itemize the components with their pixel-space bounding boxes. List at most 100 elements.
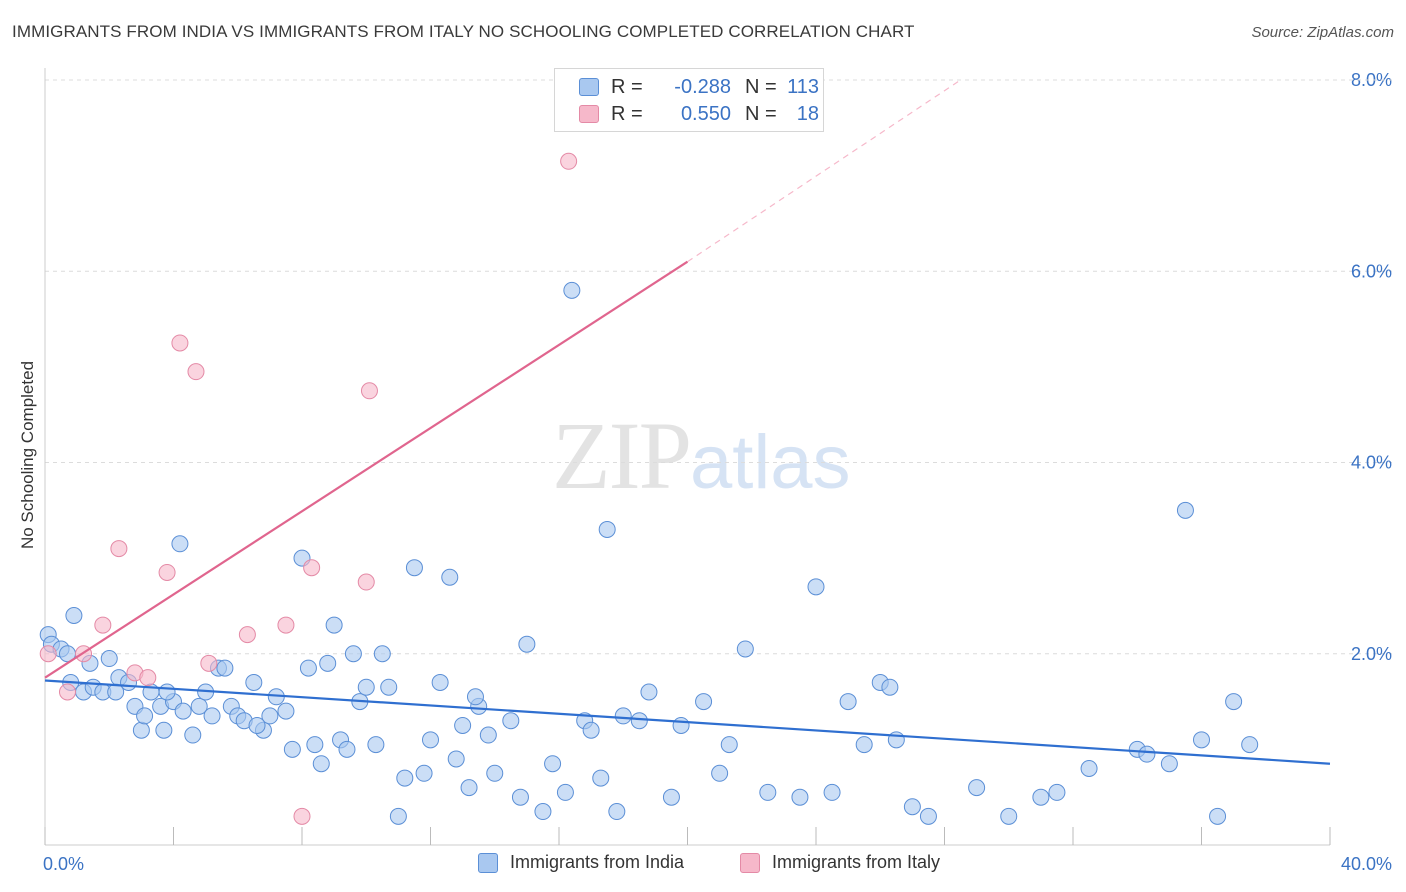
- india-point: [245, 673, 263, 691]
- india-point: [415, 764, 433, 782]
- watermark-zip: ZIP: [552, 402, 692, 509]
- india-point: [855, 736, 873, 754]
- india-point: [396, 769, 414, 787]
- india-point: [132, 721, 150, 739]
- italy-r-value: 0.550: [680, 102, 731, 125]
- india-n-value: 113: [787, 75, 819, 98]
- india-point: [373, 645, 391, 663]
- india-point: [319, 654, 337, 672]
- italy-legend-swatch: [740, 852, 760, 873]
- india-point: [158, 683, 176, 701]
- legend-row-italy: R = 0.550 N = 18: [579, 102, 819, 126]
- india-point: [100, 650, 118, 668]
- y-tick-label: 4.0%: [1351, 453, 1392, 473]
- india-point: [1160, 755, 1178, 773]
- india-point: [759, 783, 777, 801]
- india-point: [466, 688, 484, 706]
- bottom-legend-india: Immigrants from India: [478, 852, 684, 873]
- italy-point: [357, 573, 375, 591]
- italy-point: [58, 683, 76, 701]
- india-point: [389, 807, 407, 825]
- india-point: [720, 736, 738, 754]
- india-point: [248, 716, 266, 734]
- india-point: [598, 520, 616, 538]
- india-point: [447, 750, 465, 768]
- source-label: Source: ZipAtlas.com: [1251, 24, 1394, 41]
- india-point: [1241, 736, 1259, 754]
- italy-point: [187, 363, 205, 381]
- india-swatch: [579, 78, 599, 96]
- x-tick-label-max: 40.0%: [1341, 854, 1392, 874]
- india-point: [479, 726, 497, 744]
- india-point: [174, 702, 192, 720]
- india-point: [534, 803, 552, 821]
- india-point: [431, 673, 449, 691]
- india-point: [1225, 693, 1243, 711]
- india-point: [277, 702, 295, 720]
- india-point: [1000, 807, 1018, 825]
- india-point: [556, 783, 574, 801]
- india-point: [1032, 788, 1050, 806]
- india-point: [486, 764, 504, 782]
- legend-row-india: R = -0.288 N = 113: [579, 75, 819, 99]
- india-point: [614, 707, 632, 725]
- india-point: [380, 678, 398, 696]
- x-tick-label-min: 0.0%: [43, 854, 84, 874]
- india-point: [454, 716, 472, 734]
- italy-legend-label: Immigrants from Italy: [772, 852, 941, 872]
- india-point: [1080, 760, 1098, 777]
- y-tick-label: 2.0%: [1351, 644, 1392, 664]
- india-point: [338, 740, 356, 758]
- india-point: [171, 535, 189, 553]
- italy-point: [293, 807, 311, 825]
- india-point: [325, 616, 343, 634]
- india-legend-swatch: [478, 852, 498, 873]
- india-point: [190, 697, 208, 715]
- india-point: [640, 683, 658, 701]
- india-n-label: N =: [745, 75, 777, 98]
- india-point: [839, 693, 857, 711]
- italy-point: [200, 654, 218, 672]
- india-point: [662, 788, 680, 806]
- italy-swatch: [579, 105, 599, 123]
- italy-point: [171, 334, 189, 352]
- india-point: [283, 740, 301, 758]
- india-point: [312, 755, 330, 773]
- india-point: [422, 731, 439, 749]
- india-point: [630, 712, 648, 730]
- italy-point: [238, 626, 256, 644]
- italy-point: [139, 669, 157, 687]
- italy-point: [560, 152, 578, 170]
- india-point: [203, 707, 221, 725]
- india-point: [881, 678, 899, 696]
- india-point: [184, 726, 202, 744]
- india-point: [65, 607, 83, 624]
- india-point: [299, 659, 317, 677]
- india-point: [136, 707, 154, 725]
- india-r-label: R =: [611, 75, 643, 98]
- india-point: [672, 716, 690, 734]
- italy-trend-line: [44, 260, 689, 679]
- chart-title: IMMIGRANTS FROM INDIA VS IMMIGRANTS FROM…: [12, 22, 915, 41]
- india-r-value: -0.288: [674, 75, 731, 98]
- india-point: [711, 764, 729, 782]
- italy-r-label: R =: [611, 102, 643, 125]
- india-point: [216, 659, 234, 677]
- india-point: [1048, 783, 1066, 801]
- india-point: [441, 568, 459, 586]
- india-point: [919, 807, 937, 825]
- india-point: [344, 645, 362, 663]
- india-point: [695, 693, 713, 711]
- italy-point: [303, 559, 321, 577]
- italy-n-value: 18: [796, 102, 819, 125]
- india-legend-label: Immigrants from India: [510, 852, 685, 872]
- india-point: [306, 736, 324, 754]
- italy-point: [360, 382, 378, 400]
- y-tick-label: 8.0%: [1351, 70, 1392, 90]
- india-point: [823, 783, 841, 801]
- india-point: [968, 779, 986, 797]
- italy-point: [158, 563, 176, 581]
- india-point: [608, 803, 626, 821]
- india-point: [155, 721, 173, 739]
